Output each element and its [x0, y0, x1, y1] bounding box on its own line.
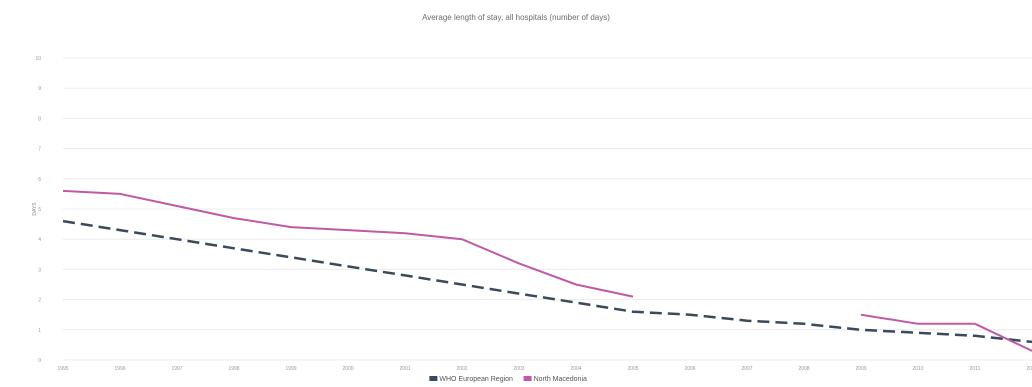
legend-swatch [523, 376, 532, 381]
y-tick-label: 6 [38, 177, 41, 183]
x-tick-label: 2004 [570, 366, 581, 372]
x-tick-label: 2005 [627, 366, 638, 372]
x-tick-label: 2003 [513, 366, 524, 372]
x-tick-label: 1995 [57, 366, 68, 372]
grid-lines [63, 57, 1032, 361]
y-tick-label: 8 [38, 116, 41, 122]
x-tick-label: 2000 [342, 366, 353, 372]
x-tick-label: 1996 [114, 366, 125, 372]
x-tick-label: 2010 [912, 366, 923, 372]
x-tick-label: 1997 [171, 366, 182, 372]
y-tick-label: 5 [38, 207, 41, 213]
y-tick-label: 7 [38, 147, 41, 153]
x-tick-label: 2012 [1026, 366, 1032, 372]
chart-title: Average length of stay, all hospitals (n… [422, 13, 610, 22]
x-tick-label: 2011 [970, 366, 981, 372]
x-tick-label: 2007 [741, 366, 752, 372]
x-tick-label: 2001 [399, 366, 410, 372]
x-tick-labels: 1995 1996 1997 1998 1999 2000 2001 2002 2003 2004… [57, 366, 1032, 372]
legend-label: WHO European Region [439, 376, 513, 383]
y-tick-label: 10 [35, 56, 41, 62]
y-tick-label: 1 [38, 328, 41, 334]
y-tick-label: 4 [38, 237, 41, 243]
y-tick-label: 9 [38, 86, 41, 92]
x-tick-label: 2008 [798, 366, 809, 372]
series-line-north-macedonia [62, 189, 634, 298]
y-tick-label: 2 [38, 298, 41, 304]
y-axis-label: DAYS [32, 202, 38, 216]
y-tick-labels: 0 1 2 3 4 5 6 7 8 9 10 [35, 56, 41, 364]
series-line-who-european-region [62, 219, 1032, 344]
series-line-north-macedonia [860, 313, 1032, 352]
legend-label: North Macedonia [534, 376, 587, 383]
legend-swatch [429, 376, 438, 381]
y-tick-label: 0 [38, 358, 41, 364]
x-tick-label: 1998 [228, 366, 239, 372]
legend: WHO European Region North Macedonia [429, 376, 587, 383]
x-tick-label: 2009 [855, 366, 866, 372]
x-tick-label: 2006 [684, 366, 695, 372]
x-tick-label: 2002 [456, 366, 467, 372]
series-lines [62, 189, 1032, 352]
x-tick-label: 1999 [285, 366, 296, 372]
y-tick-label: 3 [38, 267, 41, 273]
